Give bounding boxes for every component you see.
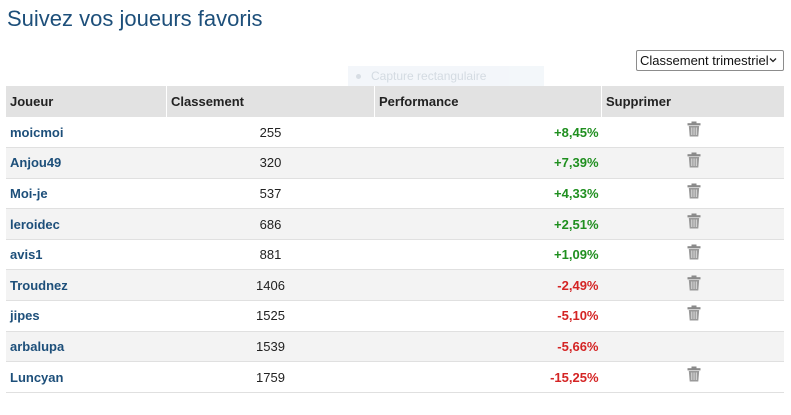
- player-name[interactable]: leroidec: [10, 216, 60, 232]
- player-performance: -5,66%: [557, 338, 599, 354]
- header-performance: Performance: [374, 86, 602, 117]
- delete-cell: [602, 117, 785, 148]
- player-performance: +1,09%: [554, 247, 599, 263]
- player-name[interactable]: Moi-je: [10, 185, 48, 201]
- table-row: Anjou49 320 +7,39%: [6, 147, 785, 179]
- delete-cell: [602, 178, 785, 209]
- delete-cell: [602, 209, 785, 240]
- ranking-period-value: Classement trimestriel: [640, 53, 769, 68]
- player-performance: +7,39%: [554, 155, 599, 171]
- delete-cell: [602, 239, 785, 270]
- player-name[interactable]: moicmoi: [10, 124, 64, 140]
- delete-cell: [602, 270, 785, 301]
- delete-cell: [602, 301, 785, 332]
- header-delete: Supprimer: [601, 86, 784, 117]
- player-name[interactable]: Anjou49: [10, 155, 62, 171]
- delete-cell: [602, 148, 785, 179]
- table-row: avis1 881 +1,09%: [6, 239, 784, 270]
- table-row: jipes 1525 -5,10%: [6, 301, 784, 332]
- trash-icon[interactable]: [687, 183, 701, 199]
- chevron-down-icon: [769, 58, 777, 63]
- player-rank: 1539: [256, 338, 285, 354]
- player-performance: +2,51%: [554, 216, 599, 232]
- overlay-label: Capture rectangulaire: [371, 69, 487, 83]
- player-rank: 1525: [256, 308, 285, 324]
- table-row: moicmoi 255 +8,45%: [6, 117, 784, 148]
- player-name[interactable]: arbalupa: [10, 338, 65, 354]
- trash-icon[interactable]: [687, 213, 701, 229]
- delete-cell: [602, 331, 785, 362]
- trash-icon[interactable]: [687, 244, 701, 260]
- player-rank: 320: [259, 155, 282, 171]
- trash-icon[interactable]: [687, 275, 701, 291]
- player-name[interactable]: Luncyan: [10, 369, 64, 385]
- favorites-table: Joueur Classement Performance Supprimer …: [6, 86, 784, 393]
- trash-icon[interactable]: [687, 152, 701, 168]
- player-performance: -15,25%: [550, 369, 599, 385]
- player-rank: 537: [259, 185, 282, 201]
- page-title: Suivez vos joueurs favoris: [7, 6, 263, 31]
- player-performance: -2,49%: [557, 277, 599, 293]
- player-rank: 881: [259, 247, 282, 263]
- overlay-dot-icon: [356, 73, 361, 79]
- player-rank: 255: [259, 124, 282, 140]
- table-row: Troudnez 1406 -2,49%: [6, 269, 785, 301]
- player-rank: 1759: [256, 369, 285, 385]
- player-name[interactable]: jipes: [10, 308, 40, 324]
- delete-cell: [602, 362, 785, 393]
- table-row: Luncyan 1759 -15,25%: [6, 362, 784, 393]
- trash-icon[interactable]: [687, 366, 701, 382]
- player-rank: 1406: [256, 277, 285, 293]
- capture-overlay: Capture rectangulaire: [348, 66, 544, 86]
- trash-icon[interactable]: [687, 305, 701, 321]
- player-performance: +4,33%: [554, 185, 599, 201]
- ranking-period-select[interactable]: Classement trimestriel: [636, 50, 784, 71]
- player-name[interactable]: Troudnez: [10, 277, 68, 293]
- table-row: Moi-je 537 +4,33%: [6, 178, 784, 209]
- table-row: leroidec 686 +2,51%: [6, 208, 785, 240]
- header-rank: Classement: [166, 86, 375, 117]
- player-rank: 686: [259, 216, 282, 232]
- trash-icon[interactable]: [687, 121, 701, 137]
- table-row: arbalupa 1539 -5,66%: [6, 331, 784, 362]
- player-performance: +8,45%: [554, 124, 599, 140]
- header-player: Joueur: [6, 86, 167, 117]
- player-performance: -5,10%: [557, 308, 599, 324]
- table-header-row: Joueur Classement Performance Supprimer: [6, 86, 784, 117]
- player-name[interactable]: avis1: [10, 247, 43, 263]
